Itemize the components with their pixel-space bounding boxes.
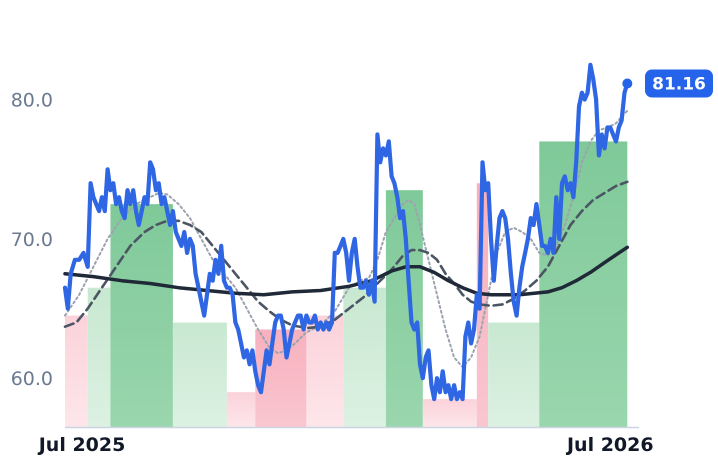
y-tick-label: 60.0 <box>11 368 53 390</box>
trend-region-6 <box>306 315 344 427</box>
x-tick-label: Jul 2025 <box>37 434 126 456</box>
trend-region-12 <box>539 141 628 427</box>
last-value-badge-box <box>645 69 713 98</box>
trend-region-0 <box>65 315 88 427</box>
trend-region-11 <box>488 322 540 427</box>
trend-regions <box>65 141 628 427</box>
series-line-ma-long <box>63 245 630 297</box>
last-value-dot <box>622 78 633 89</box>
trend-region-9 <box>422 399 477 427</box>
y-tick-label: 80.0 <box>11 90 53 112</box>
trend-region-1 <box>87 287 111 427</box>
series-lines <box>62 62 630 402</box>
trend-region-3 <box>172 322 227 427</box>
series-line-ma-short <box>64 109 629 369</box>
y-axis-ticks: 60.0 70.0 80.0 <box>11 90 53 391</box>
last-value-badge: 81.16 <box>622 69 713 98</box>
trend-region-4 <box>226 392 256 427</box>
x-axis-ticks: Jul 2025 Jul 2026 <box>37 434 654 456</box>
series-line-price <box>62 62 630 402</box>
last-value-label: 81.16 <box>652 74 706 94</box>
trend-region-2 <box>110 204 173 427</box>
trend-region-7 <box>343 287 386 427</box>
x-tick-label: Jul 2026 <box>565 434 654 456</box>
y-tick-label: 70.0 <box>11 229 53 251</box>
